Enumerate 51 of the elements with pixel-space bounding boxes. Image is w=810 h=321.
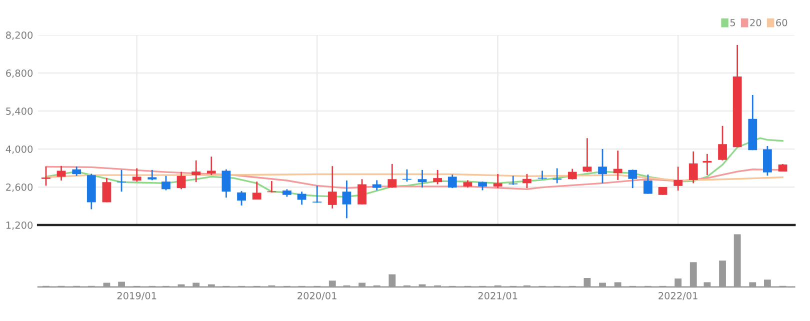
candlestick: [56, 165, 66, 182]
candlestick: [117, 169, 126, 192]
candlestick: [252, 180, 262, 200]
candlestick: [508, 175, 518, 186]
candlestick: [433, 169, 442, 185]
candlestick: [328, 165, 337, 210]
candlestick: [388, 163, 397, 189]
candlestick: [222, 168, 231, 198]
candlestick: [342, 180, 352, 219]
candlestick: [522, 173, 532, 189]
candlestick: [493, 173, 502, 189]
y-tick-label: 2,600: [6, 183, 33, 192]
candlestick: [568, 168, 577, 180]
candlestick: [206, 156, 216, 176]
candlestick: [237, 190, 246, 206]
candlestick: [628, 168, 638, 189]
x-tick-label: 2022/01: [658, 292, 698, 300]
candlestick: [418, 169, 427, 188]
candlestick: [448, 174, 457, 189]
candlestick: [718, 125, 727, 162]
candlestick: [644, 174, 652, 194]
candlestick: [552, 168, 562, 184]
candlestick: [688, 150, 698, 184]
y-tick-label: 8,200: [6, 31, 33, 40]
y-tick-label: 5,400: [6, 107, 33, 116]
legend-label: 5: [730, 19, 735, 26]
candlestick: [674, 166, 683, 192]
y-tick-label: 4,000: [6, 145, 33, 154]
candlestick: [176, 171, 186, 190]
legend-label: 60: [776, 18, 788, 26]
legend-label: 20: [750, 18, 762, 26]
candlestick: [72, 166, 82, 177]
candlestick: [763, 145, 772, 176]
candlestick: [372, 180, 382, 191]
candlestick: [598, 148, 607, 184]
candlestick: [148, 169, 157, 181]
x-tick-label: 2021/01: [478, 292, 518, 300]
candlestick: [192, 160, 201, 183]
candlestick: [582, 137, 592, 173]
candlestick: [297, 190, 306, 206]
candlestick: [162, 175, 170, 191]
x-tick-label: 2020/01: [298, 292, 336, 300]
x-tick-label: 2019/01: [117, 292, 156, 300]
candlestick: [358, 178, 366, 206]
y-tick-label: 6,800: [6, 69, 33, 78]
candlestick: [132, 168, 142, 182]
y-tick-label: 1,200: [6, 222, 33, 230]
candlestick: [613, 150, 622, 181]
candlestick: [312, 184, 322, 204]
candlestick: [42, 166, 50, 186]
candlestick: [102, 177, 112, 203]
